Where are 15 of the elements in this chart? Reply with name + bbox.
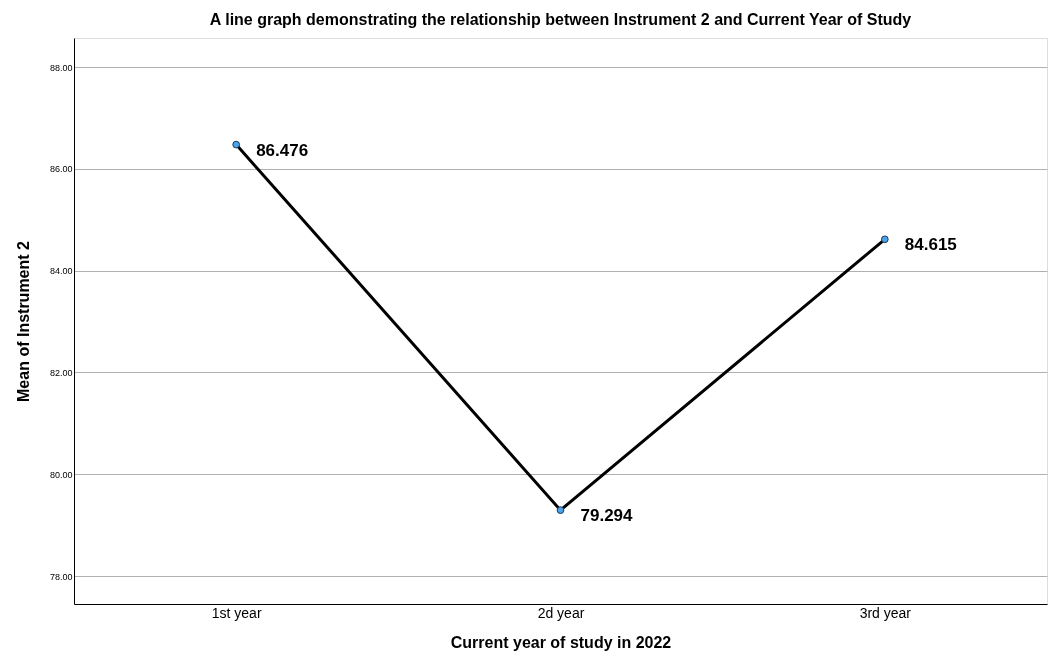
- y-tick-label: 82.00: [49, 367, 73, 378]
- chart-title: A line graph demonstrating the relationship between Instrument 2 and Current Year of Study: [209, 11, 912, 28]
- x-tick-label: 3rd year: [859, 604, 912, 621]
- x-tick-label: 2d year: [537, 604, 585, 621]
- x-tick-label: 1st year: [211, 604, 262, 621]
- data-label: 84.615: [904, 235, 957, 255]
- data-label: 86.476: [256, 140, 309, 160]
- x-axis-title: Current year of study in 2022: [450, 633, 672, 651]
- data-label: 79.294: [580, 506, 634, 526]
- y-tick-label: 86.00: [49, 164, 73, 175]
- y-tick-label: 78.00: [49, 571, 73, 582]
- y-tick-label: 84.00: [49, 266, 73, 277]
- y-tick-label: 88.00: [49, 62, 73, 73]
- y-tick-label: 80.00: [49, 469, 73, 480]
- y-axis-title: Mean of Instrument 2: [14, 240, 32, 402]
